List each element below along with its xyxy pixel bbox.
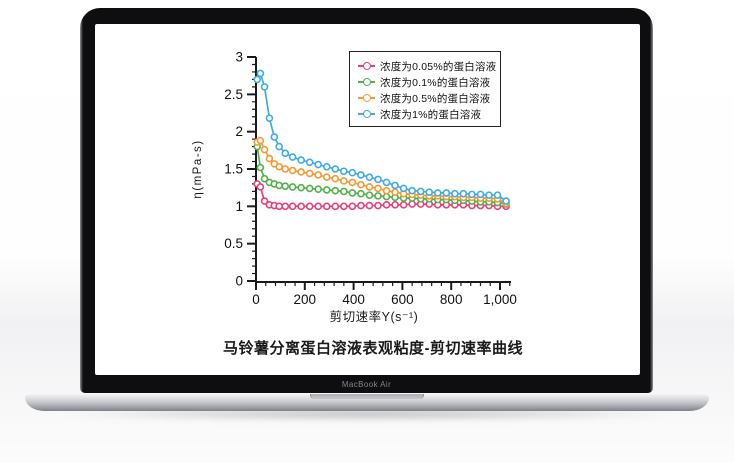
legend-label: 浓度为0.05%的蛋白溶液 [380,60,497,73]
viscosity-chart: 0 200 400 600 800 1,000 0 0.5 1 1.5 2 2.5 3 [224,50,517,308]
svg-text:0.5: 0.5 [224,236,243,251]
legend-item-0.1pct: 浓度为0.1%的蛋白溶液 [358,74,494,90]
svg-text:800: 800 [440,292,463,307]
svg-text:3: 3 [235,50,243,65]
svg-text:400: 400 [342,292,365,307]
svg-text:2: 2 [235,124,243,139]
screen-content: 0 200 400 600 800 1,000 0 0.5 1 1.5 2 2.5 3 浓度为0.05%… [95,24,640,375]
legend-marker-icon [358,110,375,119]
svg-text:1: 1 [235,199,243,214]
y-axis-label: η(mPa-s) [192,139,204,199]
svg-text:200: 200 [294,292,317,307]
legend-label: 浓度为1%的蛋白溶液 [380,108,482,121]
legend-label: 浓度为0.5%的蛋白溶液 [380,92,491,105]
svg-text:0: 0 [235,274,243,289]
legend-item-0.05pct: 浓度为0.05%的蛋白溶液 [358,58,497,74]
chart-title: 马铃薯分离蛋白溶液表观粘度-剪切速率曲线 [223,340,523,357]
legend-label: 浓度为0.1%的蛋白溶液 [380,76,491,89]
x-axis-label: 剪切速率Y(s⁻¹) [329,310,419,324]
svg-text:600: 600 [391,292,414,307]
legend-item-0.5pct: 浓度为0.5%的蛋白溶液 [358,90,494,106]
svg-text:2.5: 2.5 [224,87,243,102]
legend-item-1pct: 浓度为1%的蛋白溶液 [358,106,494,122]
laptop-base [25,394,709,411]
laptop-hinge-notch [310,394,424,399]
legend-marker-icon [358,62,375,71]
svg-text:1.5: 1.5 [224,162,243,177]
legend-marker-icon [358,78,375,87]
macbook-air-label: MacBook Air [341,380,392,389]
legend-marker-icon [358,94,375,103]
laptop-screen-bezel: 0 200 400 600 800 1,000 0 0.5 1 1.5 2 2.5 3 浓度为0.05%… [80,8,653,393]
chart-legend: 浓度为0.05%的蛋白溶液 浓度为0.1%的蛋白溶液 浓度为0.5%的蛋白溶液 … [349,51,501,127]
svg-text:1,000: 1,000 [483,292,517,307]
svg-text:0: 0 [252,292,260,307]
